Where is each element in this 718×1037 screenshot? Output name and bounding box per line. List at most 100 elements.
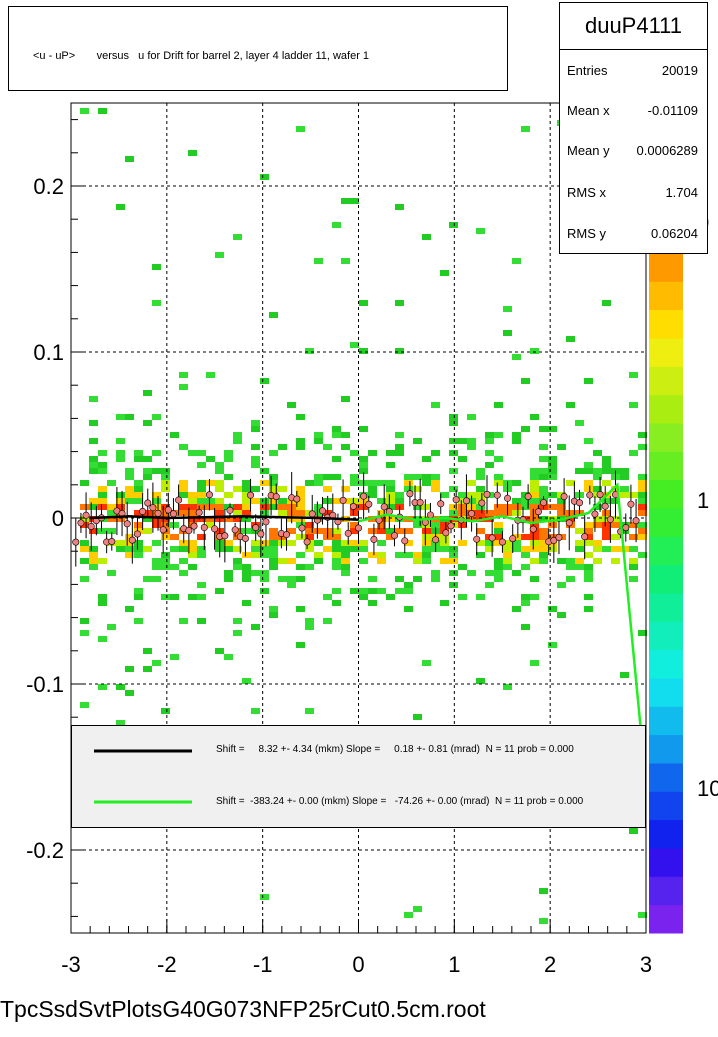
heatmap-cell bbox=[125, 606, 134, 612]
heatmap-cell bbox=[251, 540, 260, 546]
heatmap-cell bbox=[188, 510, 197, 516]
heatmap-cell bbox=[467, 438, 476, 444]
heatmap-cell bbox=[629, 558, 638, 564]
heatmap-cell bbox=[251, 498, 260, 504]
heatmap-cell bbox=[107, 504, 116, 510]
heatmap-cell bbox=[251, 462, 260, 468]
heatmap-cell bbox=[350, 540, 359, 546]
heatmap-cell bbox=[242, 498, 251, 504]
heatmap-cell bbox=[89, 420, 98, 426]
heatmap-cell bbox=[539, 546, 548, 552]
heatmap-cell bbox=[395, 576, 404, 582]
heatmap-cell bbox=[80, 546, 89, 552]
profile-point bbox=[272, 493, 280, 501]
heatmap-cell bbox=[584, 468, 593, 474]
heatmap-cell bbox=[197, 594, 206, 600]
heatmap-cell bbox=[233, 564, 242, 570]
heatmap-cell bbox=[215, 504, 224, 510]
profile-point bbox=[524, 492, 532, 500]
heatmap-cell bbox=[575, 546, 584, 552]
heatmap-cell bbox=[638, 630, 647, 636]
heatmap-cell bbox=[512, 540, 521, 546]
palette-cell bbox=[649, 791, 683, 821]
heatmap-cell bbox=[521, 624, 530, 630]
heatmap-cell bbox=[530, 414, 539, 420]
x-tick-label: 3 bbox=[640, 952, 652, 977]
x-tick-label: -1 bbox=[253, 952, 273, 977]
heatmap-cell bbox=[629, 522, 638, 528]
heatmap-cell bbox=[215, 648, 224, 654]
heatmap-cell bbox=[188, 450, 197, 456]
heatmap-cell bbox=[161, 510, 170, 516]
heatmap-cell bbox=[350, 522, 359, 528]
heatmap-cell bbox=[341, 552, 350, 558]
profile-point bbox=[77, 519, 85, 527]
heatmap-cell bbox=[134, 480, 143, 486]
stat-entries: Entries 20019 bbox=[560, 63, 707, 83]
heatmap-cell bbox=[458, 594, 467, 600]
stat-value: -0.01109 bbox=[647, 103, 698, 118]
heatmap-cell bbox=[89, 504, 98, 510]
heatmap-cell bbox=[314, 558, 323, 564]
heatmap-cell bbox=[638, 492, 647, 498]
heatmap-cell bbox=[359, 546, 368, 552]
palette-cell bbox=[649, 819, 683, 849]
heatmap-cell bbox=[548, 546, 557, 552]
footer-filename: TpcSsdSvtPlotsG40G073NFP25rCut0.5cm.root bbox=[0, 996, 486, 1022]
heatmap-cell bbox=[170, 534, 179, 540]
heatmap-cell bbox=[449, 510, 458, 516]
profile-point bbox=[231, 526, 239, 534]
heatmap-cell bbox=[377, 558, 386, 564]
profile-point bbox=[426, 511, 434, 519]
profile-point bbox=[365, 500, 373, 508]
palette-cell bbox=[649, 904, 683, 934]
heatmap-cell bbox=[242, 492, 251, 498]
heatmap-cell bbox=[269, 528, 278, 534]
x-tick-label: 1 bbox=[448, 952, 460, 977]
heatmap-cell bbox=[134, 492, 143, 498]
heatmap-cell bbox=[197, 582, 206, 588]
profile-point bbox=[169, 510, 177, 518]
heatmap-cell bbox=[233, 438, 242, 444]
heatmap-cell bbox=[206, 456, 215, 462]
palette-cell bbox=[649, 621, 683, 651]
heatmap-cell bbox=[584, 480, 593, 486]
heatmap-cell bbox=[80, 516, 89, 522]
profile-point bbox=[205, 491, 213, 499]
profile-point bbox=[442, 529, 450, 537]
heatmap-cell bbox=[98, 492, 107, 498]
heatmap-cell bbox=[638, 510, 647, 516]
heatmap-cell bbox=[98, 462, 107, 468]
x-tick-label: 2 bbox=[544, 952, 556, 977]
heatmap-cell bbox=[215, 510, 224, 516]
heatmap-cell bbox=[593, 546, 602, 552]
heatmap-cell bbox=[305, 564, 314, 570]
heatmap-cell bbox=[629, 576, 638, 582]
heatmap-cell bbox=[269, 486, 278, 492]
heatmap-cell bbox=[359, 426, 368, 432]
heatmap-cell bbox=[251, 552, 260, 558]
heatmap-cell bbox=[404, 474, 413, 480]
heatmap-cell bbox=[242, 504, 251, 510]
heatmap-cell bbox=[206, 504, 215, 510]
heatmap-cell bbox=[152, 522, 161, 528]
palette-cell bbox=[649, 451, 683, 481]
heatmap-cell bbox=[395, 528, 404, 534]
heatmap-cell bbox=[152, 516, 161, 522]
palette-cell bbox=[649, 564, 683, 594]
profile-point bbox=[226, 506, 234, 514]
heatmap-cell bbox=[422, 480, 431, 486]
heatmap-cell bbox=[305, 480, 314, 486]
palette-cell bbox=[649, 536, 683, 566]
heatmap-cell bbox=[323, 546, 332, 552]
heatmap-cell bbox=[314, 528, 323, 534]
heatmap-cell bbox=[323, 444, 332, 450]
heatmap-cell bbox=[611, 516, 620, 522]
heatmap-cell bbox=[548, 606, 557, 612]
heatmap-cell bbox=[287, 402, 296, 408]
heatmap-cell bbox=[125, 474, 134, 480]
heatmap-cell bbox=[80, 618, 89, 624]
heatmap-cell bbox=[422, 660, 431, 666]
profile-point bbox=[159, 526, 167, 534]
